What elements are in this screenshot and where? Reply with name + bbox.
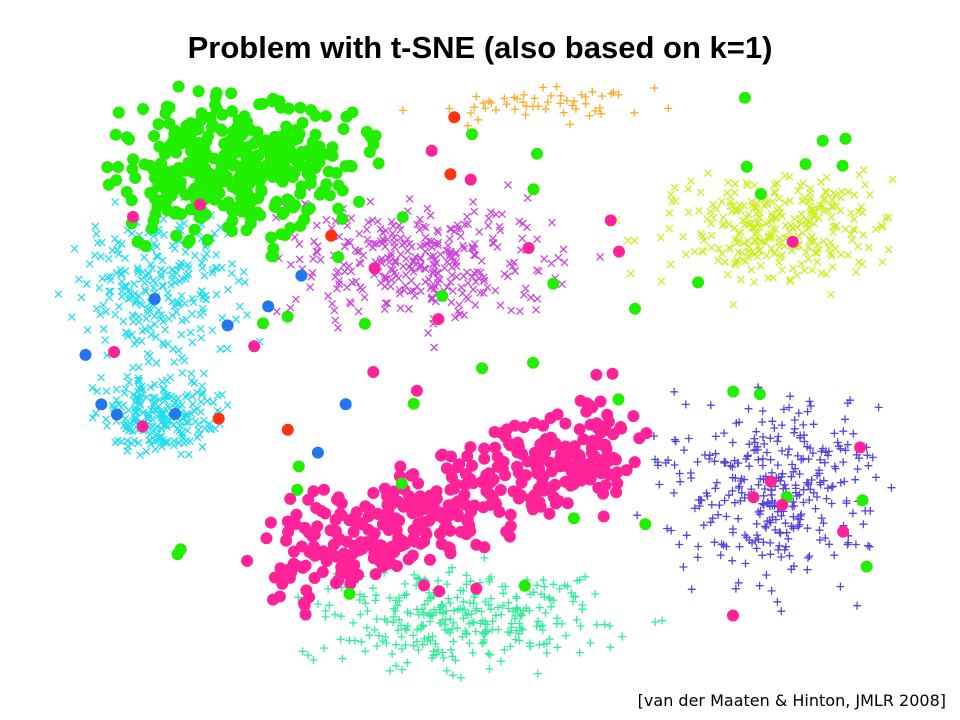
cluster-green — [101, 80, 385, 263]
cluster-mint — [294, 554, 666, 682]
slide-title: Problem with t-SNE (also based on k=1) — [188, 30, 773, 65]
citation: [van der Maaten & Hinton, JMLR 2008] — [638, 691, 946, 710]
cluster-pink — [241, 367, 653, 621]
cluster-magenta — [272, 181, 605, 352]
cluster-cyan — [54, 190, 264, 460]
cluster-blue — [633, 383, 896, 616]
cluster-orange — [398, 82, 673, 130]
cluster-yellow — [612, 166, 897, 309]
tsne-scatter — [54, 80, 897, 682]
